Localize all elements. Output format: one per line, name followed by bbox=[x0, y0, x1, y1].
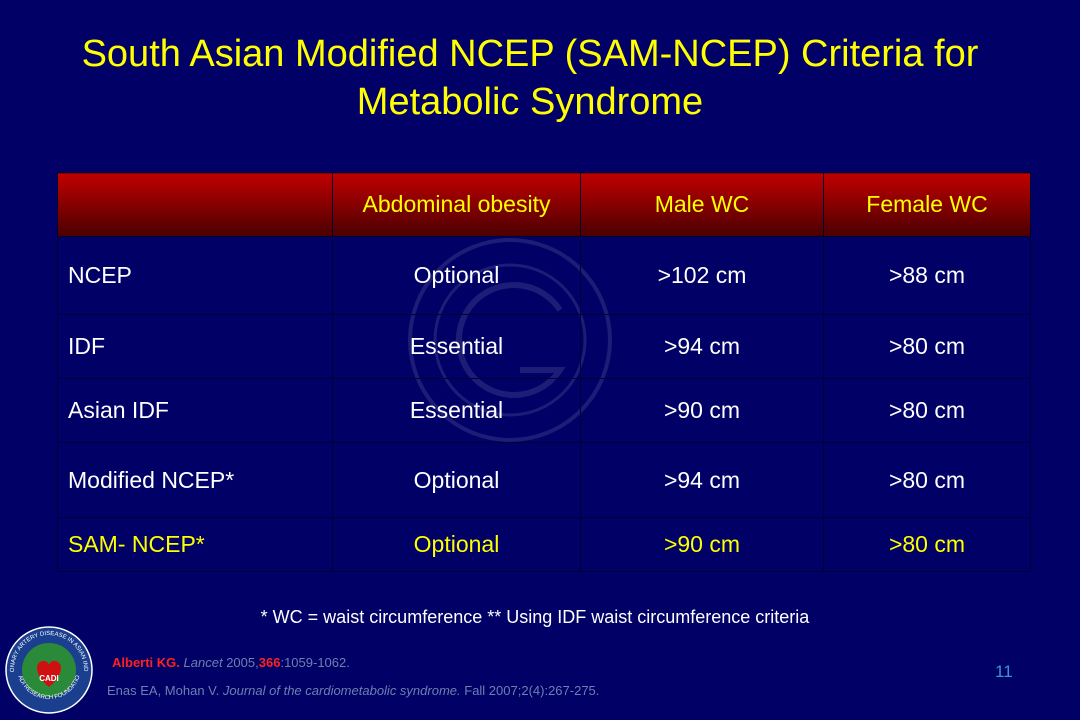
logo: CORONARY ARTERY DISEASE IN ASIAN INDIANS… bbox=[4, 625, 93, 714]
header-cell: Female WC bbox=[823, 172, 1031, 237]
header-cell bbox=[57, 172, 333, 237]
table-cell: >80 cm bbox=[823, 378, 1031, 443]
ref-year: 2005, bbox=[226, 655, 259, 670]
logo-center: CADI bbox=[39, 674, 59, 683]
table-cell: >80 cm bbox=[823, 517, 1031, 572]
table-cell: NCEP bbox=[57, 236, 333, 315]
table-body: NCEP Optional >102 cm >88 cm IDF Essential >94… bbox=[57, 236, 1031, 572]
table-cell: >80 cm bbox=[823, 314, 1031, 379]
ref-journal: Lancet bbox=[183, 655, 223, 670]
ref-journal: Journal of the cardiometabolic syndrome. bbox=[222, 683, 461, 698]
ref-details: Fall 2007;2(4):267-275. bbox=[464, 683, 600, 698]
table-cell: >90 cm bbox=[580, 517, 824, 572]
table-cell: Optional bbox=[332, 442, 581, 518]
ref-author: Enas EA, Mohan V. bbox=[107, 683, 220, 698]
table-row: NCEP Optional >102 cm >88 cm bbox=[57, 236, 1031, 315]
table-row: Asian IDF Essential >90 cm >80 cm bbox=[57, 378, 1031, 443]
header-row: Abdominal obesity Male WC Female WC bbox=[57, 172, 1031, 237]
table-cell: Asian IDF bbox=[57, 378, 333, 443]
header-cell: Male WC bbox=[580, 172, 824, 237]
table-cell: Optional bbox=[332, 236, 581, 315]
table-cell: >88 cm bbox=[823, 236, 1031, 315]
table-cell: IDF bbox=[57, 314, 333, 379]
page-number: 11 bbox=[995, 662, 1013, 681]
table-cell: >94 cm bbox=[580, 314, 824, 379]
table-row: IDF Essential >94 cm >80 cm bbox=[57, 314, 1031, 379]
table-cell: >90 cm bbox=[580, 378, 824, 443]
table-cell: Optional bbox=[332, 517, 581, 572]
table-cell: >102 cm bbox=[580, 236, 824, 315]
footnote: * WC = waist circumference ** Using IDF … bbox=[260, 607, 810, 627]
table-cell: Essential bbox=[332, 314, 581, 379]
reference: Alberti KG. Lancet 2005,366:1059-1062. bbox=[112, 655, 350, 670]
table-row: Modified NCEP* Optional >94 cm >80 cm bbox=[57, 442, 1031, 518]
reference: Enas EA, Mohan V. Journal of the cardiom… bbox=[107, 683, 599, 698]
ref-pages: :1059-1062. bbox=[280, 655, 350, 670]
ref-volume: 366 bbox=[258, 655, 281, 670]
slide-title: South Asian Modified NCEP (SAM-NCEP) Cri… bbox=[81, 33, 979, 123]
table-cell: >80 cm bbox=[823, 442, 1031, 518]
table-cell: >94 cm bbox=[580, 442, 824, 518]
table-cell: Essential bbox=[332, 378, 581, 443]
table-row: SAM- NCEP* Optional >90 cm >80 cm bbox=[57, 517, 1031, 572]
header-cell: Abdominal obesity bbox=[332, 172, 581, 237]
ref-author: Alberti KG. bbox=[112, 655, 180, 670]
criteria-table: Abdominal obesity Male WC Female WC NCEP Op… bbox=[57, 172, 1031, 572]
table-cell: Modified NCEP* bbox=[57, 442, 333, 518]
table-cell: SAM- NCEP* bbox=[57, 517, 333, 572]
